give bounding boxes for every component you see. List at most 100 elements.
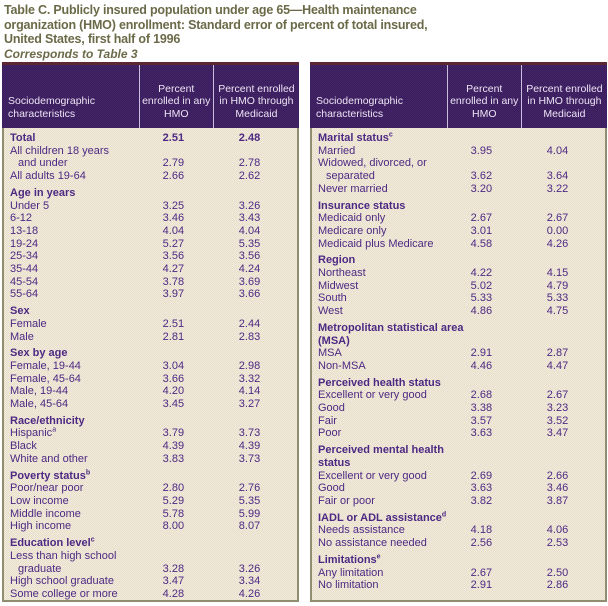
table-row: No limitation 2.91 2.86 — [312, 579, 605, 592]
value-hmo-medicaid: 2.44 — [238, 317, 261, 330]
section-header: Perceived health status — [318, 376, 441, 389]
table-row: Never married 3.20 3.22 — [312, 183, 605, 196]
value-any-hmo: 2.91 — [470, 579, 493, 592]
value-any-hmo: 2.51 — [162, 132, 185, 144]
value-hmo-medicaid: 4.26 — [238, 587, 261, 600]
value-hmo-medicaid: 3.23 — [546, 402, 569, 415]
value-hmo-medicaid: 2.86 — [546, 579, 569, 592]
value-hmo-medicaid: 3.26 — [238, 562, 261, 575]
table-row: Poor/near poor 2.80 2.76 — [4, 482, 297, 495]
value-hmo-medicaid: 0.00 — [546, 224, 569, 237]
table-row: Non-MSA 4.46 4.47 — [312, 360, 605, 373]
table-row: High income 8.00 8.07 — [4, 520, 297, 533]
table-row: 45-54 3.78 3.69 — [4, 276, 297, 289]
value-any-hmo: 2.56 — [470, 537, 493, 550]
value-any-hmo: 3.63 — [470, 427, 493, 440]
value-any-hmo: 2.81 — [162, 330, 185, 343]
value-hmo-medicaid: 3.43 — [238, 212, 261, 225]
column-header-any-hmo: Percent enrolled in any HMO — [446, 65, 521, 128]
value-any-hmo: 3.83 — [162, 452, 185, 465]
value-hmo-medicaid: 2.50 — [546, 566, 569, 579]
value-any-hmo: 3.79 — [162, 427, 185, 440]
value-hmo-medicaid: 4.47 — [546, 359, 569, 372]
table-row: 19-24 5.27 5.35 — [4, 238, 297, 251]
value-hmo-medicaid: 3.46 — [546, 482, 569, 495]
row-label: Middle income — [10, 507, 81, 520]
table-row: Total 2.51 2.48 — [4, 132, 297, 145]
table-row: Female, 45-64 3.66 3.32 — [4, 373, 297, 386]
row-label: Under 5 — [10, 199, 50, 212]
value-any-hmo: 2.68 — [470, 389, 493, 402]
row-label: Low income — [10, 494, 69, 507]
value-hmo-medicaid: 2.67 — [546, 212, 569, 225]
value-any-hmo: 4.18 — [470, 524, 493, 537]
table-section: Sex Female 2.51 2.44 Male 2.81 2.83 — [4, 305, 297, 343]
value-hmo-medicaid: 4.04 — [238, 224, 261, 237]
table-row: 25-34 3.56 3.56 — [4, 250, 297, 263]
value-any-hmo: 2.67 — [470, 212, 493, 225]
value-hmo-medicaid: 3.64 — [546, 170, 569, 183]
value-any-hmo: 3.46 — [162, 212, 185, 225]
row-label: 25-34 — [10, 250, 39, 263]
value-hmo-medicaid: 3.27 — [238, 398, 261, 411]
value-hmo-medicaid: 5.35 — [238, 237, 261, 250]
value-hmo-medicaid: 2.98 — [238, 359, 261, 372]
value-any-hmo: 4.27 — [162, 263, 185, 276]
table-row: Hispanica 3.79 3.73 — [4, 427, 297, 440]
table-row: Fair 3.57 3.52 — [312, 415, 605, 428]
table-section: Marital statusc Married 3.95 4.04 Widowed, d… — [312, 131, 605, 196]
table-section: Poverty statusb Poor/near poor 2.80 2.76 Low… — [4, 468, 297, 534]
value-hmo-medicaid: 4.79 — [546, 279, 569, 292]
value-hmo-medicaid: 4.06 — [546, 524, 569, 537]
row-label: MSA — [318, 347, 342, 360]
value-any-hmo: 3.56 — [162, 250, 185, 263]
section-header: Poverty statusb — [10, 468, 91, 482]
value-any-hmo: 5.29 — [162, 494, 185, 507]
table-row: Excellent or very good 2.68 2.67 — [312, 389, 605, 402]
table-row: Good 3.38 3.23 — [312, 402, 605, 415]
footnote-marker: c — [90, 536, 95, 544]
column-header-characteristics: Sociodemographic characteristics — [8, 95, 95, 120]
left-table-body: Total 2.51 2.48 All children 18 years and un… — [2, 128, 299, 602]
value-hmo-medicaid: 2.48 — [238, 132, 261, 144]
section-header: Insurance status — [318, 199, 406, 212]
value-any-hmo: 3.63 — [470, 482, 493, 495]
row-label: 35-44 — [10, 263, 39, 276]
table-row: Any limitation 2.67 2.50 — [312, 567, 605, 580]
table-section: IADL or ADL assistanced Needs assistance 4… — [312, 511, 605, 550]
value-hmo-medicaid: 3.56 — [238, 250, 261, 263]
section-header: Age in years — [10, 186, 76, 199]
value-hmo-medicaid: 2.67 — [546, 389, 569, 402]
section-header: Sex by age — [10, 347, 68, 360]
row-label: Less than high school graduate — [10, 549, 117, 575]
value-any-hmo: 5.78 — [162, 507, 185, 520]
value-any-hmo: 3.66 — [162, 372, 185, 385]
value-hmo-medicaid: 3.26 — [238, 199, 261, 212]
row-label: All adults 19-64 — [10, 170, 86, 183]
table-row: Fair or poor 3.82 3.87 — [312, 495, 605, 508]
value-hmo-medicaid: 5.35 — [238, 494, 261, 507]
table-row: High school graduate 3.47 3.34 — [4, 575, 297, 588]
row-label: No assistance needed — [318, 537, 427, 550]
value-hmo-medicaid: 8.07 — [238, 520, 261, 533]
value-any-hmo: 3.01 — [470, 224, 493, 237]
table-row: 35-44 4.27 4.24 — [4, 263, 297, 276]
footnote-marker: d — [441, 511, 447, 519]
corresponds-note: Corresponds to Table 3 — [4, 46, 138, 61]
section-header: Region — [318, 254, 356, 267]
row-label: Fair — [318, 414, 337, 427]
row-label: Poor/near poor — [10, 482, 84, 495]
table-row: Northeast 4.22 4.15 — [312, 267, 605, 280]
table-row: Medicaid only 2.67 2.67 — [312, 212, 605, 225]
value-any-hmo: 3.95 — [470, 144, 493, 157]
value-hmo-medicaid: 3.73 — [238, 427, 261, 440]
value-any-hmo: 4.39 — [162, 440, 185, 453]
row-label: Poor — [318, 427, 342, 440]
table-row: Female, 19-44 3.04 2.98 — [4, 360, 297, 373]
value-hmo-medicaid: 2.87 — [546, 347, 569, 360]
row-label: Male, 45-64 — [10, 398, 69, 411]
footnote-marker: c — [388, 131, 393, 139]
row-label: High income — [10, 520, 72, 533]
value-any-hmo: 2.91 — [470, 347, 493, 360]
